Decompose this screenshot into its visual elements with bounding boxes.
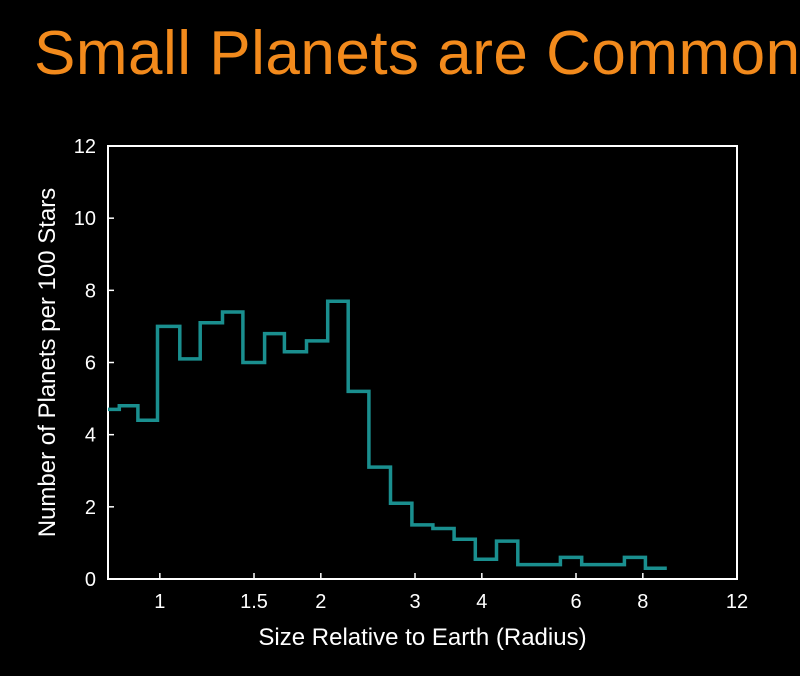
x-tick-label: 12 bbox=[726, 591, 748, 613]
y-axis-ticks: 0 2 4 6 8 10 12 bbox=[74, 136, 114, 591]
y-tick-label: 2 bbox=[85, 497, 96, 519]
x-tick-label: 1 bbox=[154, 591, 165, 613]
x-tick-label: 4 bbox=[476, 591, 487, 613]
x-axis-ticks: 1 1.5 2 3 4 6 8 12 bbox=[154, 573, 748, 613]
y-tick-label: 6 bbox=[85, 353, 96, 375]
y-axis-title: Number of Planets per 100 Stars bbox=[34, 188, 61, 538]
series-line bbox=[108, 299, 667, 570]
x-tick-label: 1.5 bbox=[240, 591, 268, 613]
x-axis-title: Size Relative to Earth (Radius) bbox=[258, 624, 586, 651]
x-tick-label: 2 bbox=[315, 591, 326, 613]
plot-frame bbox=[107, 145, 738, 580]
chart-title: Small Planets are Common bbox=[34, 19, 800, 88]
x-tick-label: 8 bbox=[637, 591, 648, 613]
x-tick-label: 6 bbox=[570, 591, 581, 613]
y-tick-label: 12 bbox=[74, 136, 96, 158]
y-tick-label: 4 bbox=[85, 425, 96, 447]
y-tick-label: 10 bbox=[74, 208, 96, 230]
y-tick-label: 8 bbox=[85, 280, 96, 302]
x-tick-label: 3 bbox=[409, 591, 420, 613]
y-tick-label: 0 bbox=[85, 569, 96, 591]
